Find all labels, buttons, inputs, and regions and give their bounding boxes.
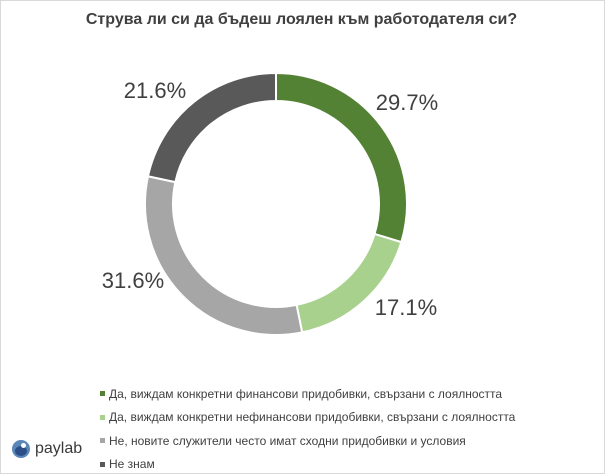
legend-label: Да, виждам конкретни нефинансови придоби… <box>109 410 515 424</box>
paylab-logo: paylab <box>12 440 82 458</box>
legend-label: Не, новите служители често имат сходни п… <box>109 434 466 448</box>
legend-item: Да, виждам конкретни нефинансови придоби… <box>100 406 515 430</box>
paylab-logo-icon <box>12 440 30 458</box>
slice-value-label: 29.7% <box>376 90 438 115</box>
legend-item: Не, новите служители често имат сходни п… <box>100 429 515 453</box>
legend-swatch <box>100 462 105 467</box>
legend-swatch <box>100 391 105 396</box>
chart-legend: Да, виждам конкретни финансови придобивк… <box>100 382 515 476</box>
logo-text: paylab <box>35 440 82 458</box>
legend-swatch <box>100 438 105 443</box>
slice-value-label: 17.1% <box>375 295 437 320</box>
legend-label: Не знам <box>109 457 155 471</box>
legend-item: Да, виждам конкретни финансови придобивк… <box>100 382 515 406</box>
slice-value-label: 31.6% <box>102 268 164 293</box>
donut-slice <box>145 176 302 335</box>
legend-item: Не знам <box>100 453 515 476</box>
slice-value-label: 21.6% <box>124 78 186 103</box>
legend-label: Да, виждам конкретни финансови придобивк… <box>109 387 502 401</box>
legend-swatch <box>100 415 105 420</box>
